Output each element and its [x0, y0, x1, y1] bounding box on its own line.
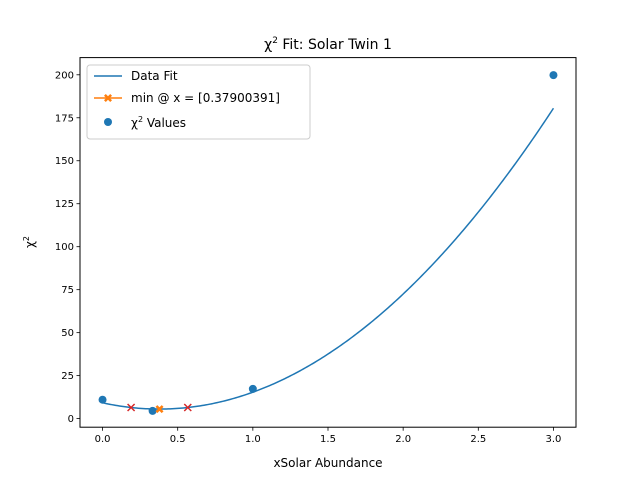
y-tick-label: 75	[61, 285, 74, 296]
min-marker	[155, 405, 164, 414]
bound-marker	[127, 403, 136, 412]
legend-points-marker	[104, 118, 112, 126]
x-axis-label: xSolar Abundance	[273, 456, 382, 470]
y-tick-label: 0	[68, 414, 74, 425]
x-tick-label: 0.0	[95, 434, 111, 445]
legend-min-label: min @ x = [0.37900391]	[131, 91, 280, 105]
y-tick-label: 200	[55, 70, 74, 81]
fit-curve	[102, 107, 555, 410]
legend-fit-label: Data Fit	[131, 69, 178, 83]
chart-title: χ2 Fit: Solar Twin 1	[264, 36, 392, 53]
legend-min-marker	[104, 94, 112, 102]
y-tick-label: 25	[61, 371, 74, 382]
chi2-point	[549, 71, 558, 80]
chi2-point	[98, 395, 107, 404]
chi2-point	[148, 406, 157, 415]
x-tick-label: 3.0	[546, 434, 562, 445]
bound-marker	[183, 403, 192, 412]
x-tick-label: 2.5	[470, 434, 486, 445]
x-axis: 0.0 0.5 1.0 1.5 2.0 2.5 3.0	[95, 427, 562, 445]
y-tick-label: 125	[55, 199, 74, 210]
x-tick-label: 1.0	[245, 434, 261, 445]
legend: Data Fit min @ x = [0.37900391] χ2 Value…	[86, 64, 311, 140]
legend-box	[86, 64, 311, 140]
y-axis-label: χ2	[22, 236, 37, 248]
x-tick-label: 2.0	[395, 434, 411, 445]
x-tick-label: 1.5	[320, 434, 336, 445]
y-tick-label: 100	[55, 242, 74, 253]
y-axis: 0 25 50 75 100 125 150 175 200	[55, 70, 80, 425]
plot-content	[98, 71, 558, 415]
chi2-point	[248, 384, 257, 393]
y-tick-label: 150	[55, 156, 74, 167]
y-tick-label: 175	[55, 113, 74, 124]
y-tick-label: 50	[61, 328, 74, 339]
legend-points-label: χ2 Values	[131, 115, 186, 130]
x-tick-label: 0.5	[170, 434, 186, 445]
